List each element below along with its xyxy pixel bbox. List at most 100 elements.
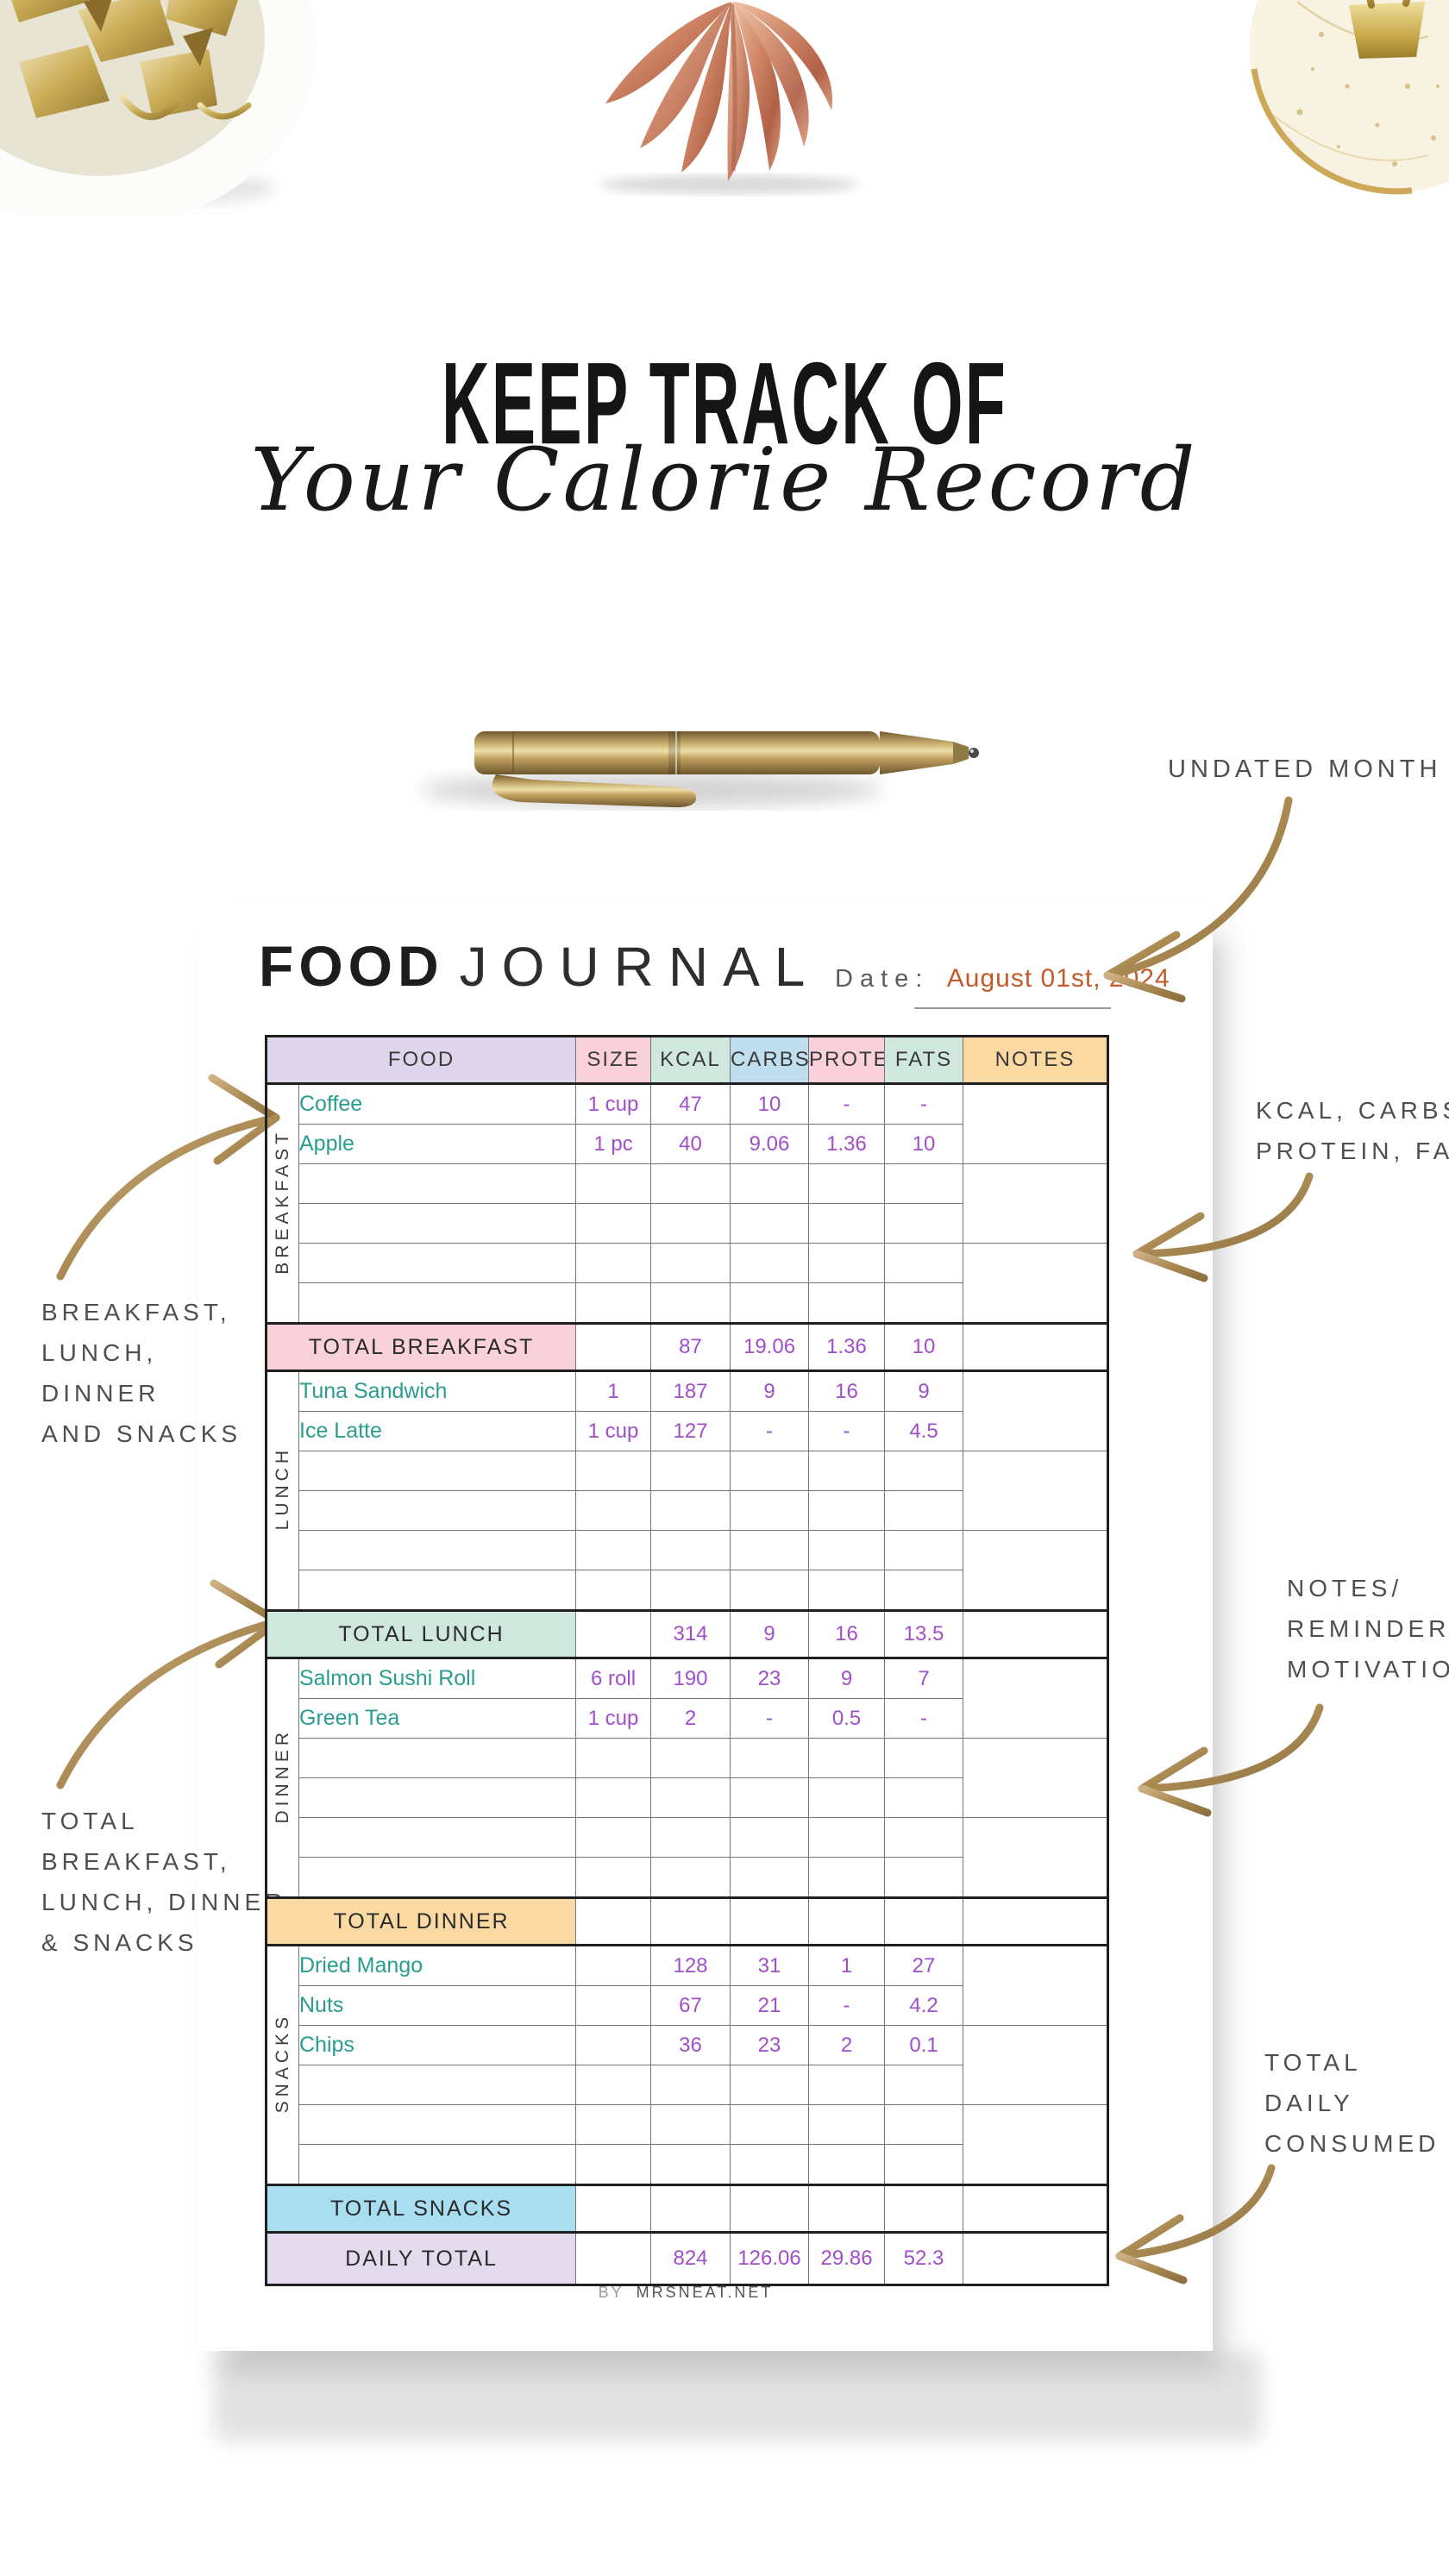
fats-cell[interactable] <box>884 1817 964 1858</box>
protein-cell[interactable] <box>808 1857 886 1898</box>
carbs-cell[interactable] <box>730 1282 810 1324</box>
food-cell[interactable] <box>298 1243 577 1283</box>
size-cell[interactable]: 1 cup <box>575 1083 652 1125</box>
size-cell[interactable] <box>575 1203 652 1244</box>
fats-cell[interactable] <box>884 1451 964 1491</box>
fats-cell[interactable] <box>884 1857 964 1898</box>
carbs-cell[interactable]: - <box>730 1411 810 1451</box>
fats-cell[interactable]: 27 <box>884 1945 964 1986</box>
protein-cell[interactable]: - <box>808 1985 886 2026</box>
fats-cell[interactable] <box>884 1203 964 1244</box>
protein-cell[interactable] <box>808 1738 886 1778</box>
carbs-cell[interactable] <box>730 1243 810 1283</box>
kcal-cell[interactable]: 128 <box>650 1945 731 1986</box>
food-cell[interactable]: Chips <box>298 2025 577 2065</box>
kcal-cell[interactable] <box>650 1738 731 1778</box>
protein-cell[interactable] <box>808 2104 886 2145</box>
kcal-cell[interactable]: 40 <box>650 1124 731 1164</box>
carbs-cell[interactable] <box>730 2144 810 2185</box>
notes-cell[interactable] <box>963 1243 1109 1324</box>
carbs-cell[interactable] <box>730 1490 810 1531</box>
notes-cell[interactable] <box>963 1658 1109 1739</box>
carbs-cell[interactable]: 9 <box>730 1370 810 1412</box>
protein-cell[interactable]: 1.36 <box>808 1124 886 1164</box>
size-cell[interactable] <box>575 1530 652 1570</box>
fats-cell[interactable] <box>884 1777 964 1818</box>
carbs-cell[interactable]: 21 <box>730 1985 810 2026</box>
food-cell[interactable]: Salmon Sushi Roll <box>298 1658 577 1699</box>
food-cell[interactable]: Green Tea <box>298 1698 577 1739</box>
protein-cell[interactable]: - <box>808 1411 886 1451</box>
carbs-cell[interactable] <box>730 1451 810 1491</box>
notes-cell[interactable] <box>963 2184 1109 2234</box>
food-cell[interactable] <box>298 1857 577 1898</box>
kcal-cell[interactable]: 67 <box>650 1985 731 2026</box>
protein-cell[interactable]: - <box>808 1083 886 1125</box>
size-cell[interactable] <box>575 1945 652 1986</box>
carbs-cell[interactable] <box>730 2065 810 2105</box>
carbs-cell[interactable] <box>730 1857 810 1898</box>
kcal-cell[interactable]: 2 <box>650 1698 731 1739</box>
carbs-cell[interactable] <box>730 1163 810 1204</box>
size-cell[interactable] <box>575 1163 652 1204</box>
food-cell[interactable] <box>298 1738 577 1778</box>
carbs-cell[interactable]: - <box>730 1698 810 1739</box>
kcal-cell[interactable] <box>650 1857 731 1898</box>
protein-cell[interactable]: 1 <box>808 1945 886 1986</box>
carbs-cell[interactable]: 9.06 <box>730 1124 810 1164</box>
size-cell[interactable] <box>575 1738 652 1778</box>
notes-cell[interactable] <box>963 1083 1109 1164</box>
food-cell[interactable]: Dried Mango <box>298 1945 577 1986</box>
notes-cell[interactable] <box>963 2025 1109 2105</box>
notes-cell[interactable] <box>963 1896 1109 1946</box>
carbs-cell[interactable]: 10 <box>730 1083 810 1125</box>
kcal-cell[interactable]: 47 <box>650 1083 731 1125</box>
size-cell[interactable]: 6 roll <box>575 1658 652 1699</box>
notes-cell[interactable] <box>963 1322 1109 1372</box>
notes-cell[interactable] <box>963 1738 1109 1818</box>
fats-cell[interactable] <box>884 1738 964 1778</box>
fats-cell[interactable] <box>884 1490 964 1531</box>
carbs-cell[interactable] <box>730 1203 810 1244</box>
kcal-cell[interactable]: 127 <box>650 1411 731 1451</box>
protein-cell[interactable]: 16 <box>808 1370 886 1412</box>
kcal-cell[interactable] <box>650 1777 731 1818</box>
kcal-cell[interactable] <box>650 2065 731 2105</box>
food-cell[interactable] <box>298 1163 577 1204</box>
carbs-cell[interactable] <box>730 2104 810 2145</box>
size-cell[interactable] <box>575 2104 652 2145</box>
fats-cell[interactable] <box>884 1530 964 1570</box>
fats-cell[interactable] <box>884 1282 964 1324</box>
kcal-cell[interactable] <box>650 1243 731 1283</box>
fats-cell[interactable]: 0.1 <box>884 2025 964 2065</box>
protein-cell[interactable] <box>808 2144 886 2185</box>
fats-cell[interactable]: 4.2 <box>884 1985 964 2026</box>
food-cell[interactable] <box>298 2065 577 2105</box>
notes-cell[interactable] <box>963 1609 1109 1659</box>
size-cell[interactable]: 1 cup <box>575 1411 652 1451</box>
protein-cell[interactable]: 2 <box>808 2025 886 2065</box>
size-cell[interactable] <box>575 1857 652 1898</box>
protein-cell[interactable]: 9 <box>808 1658 886 1699</box>
size-cell[interactable] <box>575 1570 652 1611</box>
size-cell[interactable] <box>575 1490 652 1531</box>
size-cell[interactable] <box>575 1817 652 1858</box>
size-cell[interactable]: 1 <box>575 1370 652 1412</box>
protein-cell[interactable] <box>808 1530 886 1570</box>
food-cell[interactable] <box>298 1570 577 1611</box>
food-cell[interactable] <box>298 1530 577 1570</box>
protein-cell[interactable] <box>808 1777 886 1818</box>
food-cell[interactable] <box>298 1777 577 1818</box>
fats-cell[interactable] <box>884 2104 964 2145</box>
food-cell[interactable] <box>298 1203 577 1244</box>
protein-cell[interactable] <box>808 1817 886 1858</box>
kcal-cell[interactable] <box>650 2144 731 2185</box>
size-cell[interactable] <box>575 2144 652 2185</box>
size-cell[interactable] <box>575 2025 652 2065</box>
food-cell[interactable] <box>298 2144 577 2185</box>
protein-cell[interactable] <box>808 1490 886 1531</box>
carbs-cell[interactable]: 23 <box>730 1658 810 1699</box>
food-cell[interactable]: Apple <box>298 1124 577 1164</box>
carbs-cell[interactable] <box>730 1738 810 1778</box>
kcal-cell[interactable] <box>650 2104 731 2145</box>
